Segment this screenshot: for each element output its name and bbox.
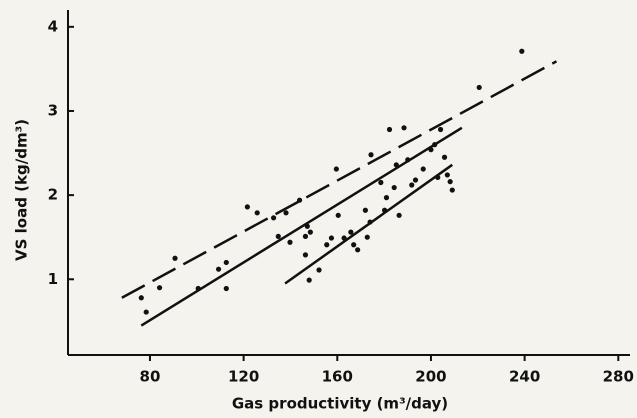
- data-point: [324, 242, 330, 248]
- x-tick-label: 160: [322, 368, 353, 386]
- data-point: [307, 229, 313, 235]
- data-point: [362, 207, 368, 213]
- data-point: [444, 172, 450, 178]
- data-point: [156, 285, 163, 291]
- data-point: [333, 166, 339, 172]
- fit-line: [121, 60, 558, 299]
- data-point: [383, 195, 390, 201]
- data-point: [396, 212, 402, 218]
- data-point: [391, 184, 397, 191]
- y-tick-label: 1: [48, 270, 58, 288]
- data-point: [306, 277, 312, 283]
- data-point: [223, 285, 229, 292]
- x-tick-label: 240: [509, 368, 540, 386]
- data-point: [401, 125, 407, 131]
- x-axis-label: Gas productivity (m³/day): [232, 395, 448, 413]
- x-tick-label: 280: [603, 368, 634, 386]
- data-point: [223, 259, 229, 266]
- x-tick-label: 200: [415, 368, 446, 386]
- data-point: [302, 252, 309, 258]
- data-point: [364, 234, 370, 240]
- data-point: [449, 187, 455, 193]
- data-point: [412, 177, 419, 183]
- data-point: [296, 197, 303, 203]
- fit-line: [140, 126, 463, 327]
- y-axis-label: VS load (kg/dm³): [13, 119, 31, 261]
- data-point: [386, 126, 393, 133]
- data-point: [275, 233, 281, 239]
- data-point: [420, 166, 426, 172]
- data-point: [138, 295, 144, 301]
- x-tick-label: 80: [140, 368, 161, 386]
- data-point: [348, 229, 354, 235]
- data-point: [287, 239, 293, 245]
- data-point: [447, 179, 453, 185]
- data-point: [283, 210, 289, 216]
- data-point: [441, 154, 448, 160]
- data-point: [316, 267, 322, 273]
- data-point: [519, 48, 525, 54]
- x-tick-label: 120: [228, 368, 259, 386]
- data-point: [409, 182, 415, 188]
- data-point: [355, 247, 361, 253]
- y-tick-label: 2: [48, 186, 58, 204]
- data-point: [368, 152, 374, 158]
- data-point: [351, 242, 357, 248]
- fit-line: [284, 163, 453, 285]
- y-tick-label: 4: [48, 17, 58, 35]
- data-point: [172, 255, 178, 261]
- data-point: [378, 179, 384, 186]
- data-point: [302, 233, 309, 239]
- data-point: [270, 215, 277, 221]
- data-point: [476, 84, 482, 91]
- data-point: [244, 204, 250, 210]
- data-point: [335, 212, 341, 218]
- data-point: [143, 309, 149, 315]
- data-point: [254, 210, 260, 216]
- y-tick-label: 3: [48, 101, 58, 119]
- data-point: [215, 266, 222, 272]
- data-point: [328, 235, 335, 241]
- data-point: [437, 126, 444, 133]
